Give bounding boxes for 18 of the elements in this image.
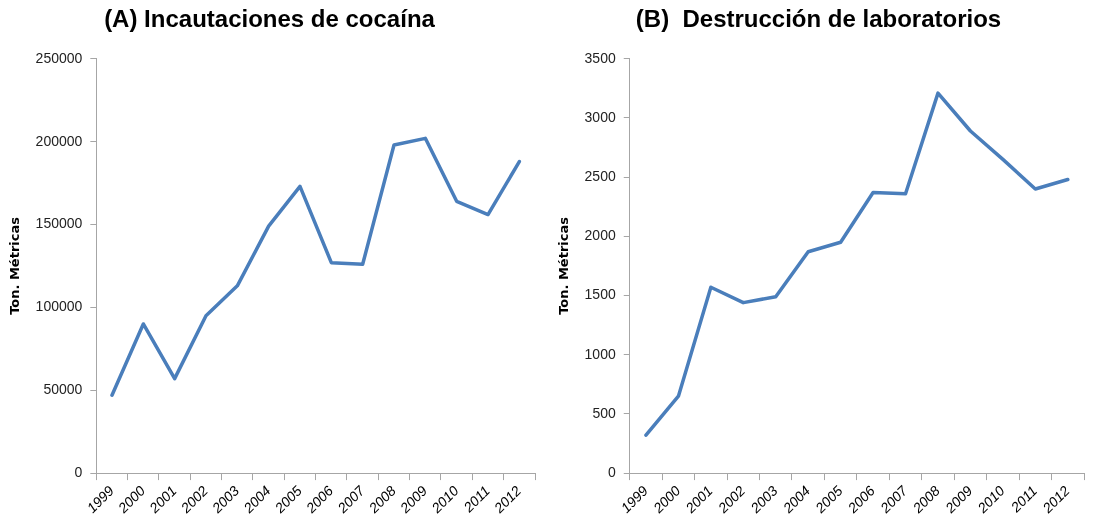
y-tick-label: 200000 xyxy=(35,132,83,149)
chart-title: (B) Destrucción de laboratorios xyxy=(635,5,1002,33)
y-tick-label: 3500 xyxy=(584,49,616,66)
y-tick-label: 50000 xyxy=(43,381,83,398)
y-axis-title: Ton. Métricas xyxy=(556,216,572,315)
y-tick-label: 0 xyxy=(607,463,616,480)
y-axis-title: Ton. Métricas xyxy=(7,216,23,315)
y-tick-label: 250000 xyxy=(35,49,83,66)
chart-title: (A) Incautaciones de cocaína xyxy=(104,5,436,33)
y-tick-label: 500 xyxy=(592,404,616,421)
y-tick-label: 2500 xyxy=(584,168,616,185)
y-tick-label: 1000 xyxy=(584,345,616,362)
y-tick-label: 2000 xyxy=(584,227,616,244)
y-tick-label: 3000 xyxy=(584,108,616,125)
y-tick-label: 0 xyxy=(74,463,83,480)
y-tick-label: 150000 xyxy=(35,215,83,232)
y-tick-label: 1500 xyxy=(584,286,616,303)
y-tick-label: 100000 xyxy=(35,298,83,315)
